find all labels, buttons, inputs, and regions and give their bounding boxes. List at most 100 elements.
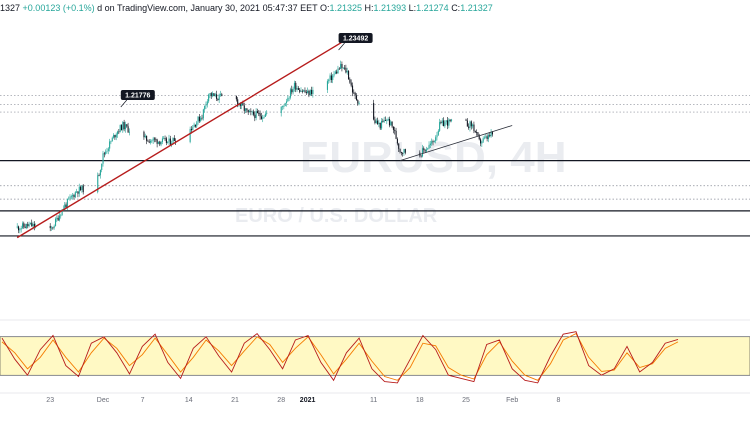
candle-body-257 [487, 135, 490, 139]
candle-body-62 [124, 124, 127, 130]
candle-body-32 [72, 195, 74, 197]
candle-body-145 [287, 98, 289, 102]
candle-body-244 [470, 121, 472, 127]
candle-body-106 [209, 93, 211, 95]
x-tick-label-11: 8 [556, 397, 560, 404]
candle-body-83 [165, 138, 167, 143]
price-callout-box-1 [338, 33, 373, 43]
header-low-label: L: [408, 3, 417, 13]
candle-body-114 [219, 94, 222, 96]
candle-body-208 [396, 138, 398, 144]
candle-body-108 [212, 93, 214, 97]
candle-body-164 [312, 89, 314, 95]
candlesticks [16, 60, 493, 234]
candle-body-161 [308, 90, 310, 96]
candle-body-189 [358, 103, 360, 104]
candle-body-40 [82, 185, 84, 193]
candle-body-111 [216, 94, 218, 99]
candle-body-99 [200, 117, 202, 122]
candle-body-2 [19, 229, 21, 231]
candle-body-169 [332, 75, 334, 81]
candle-body-258 [489, 135, 491, 137]
candle-body-194 [378, 122, 380, 125]
chart-header: 1327 +0.00123 (+0.1%) d on TradingView.c… [0, 3, 493, 13]
candle-body-243 [469, 121, 471, 128]
candle-body-242 [468, 126, 470, 128]
candle-body-70 [148, 141, 150, 143]
candle-body-139 [266, 113, 268, 114]
candle-body-45 [102, 153, 104, 164]
candle-body-132 [256, 111, 259, 114]
header-source: d on TradingView.com, January 30, 2021 0… [97, 3, 318, 13]
candle-body-253 [482, 138, 484, 142]
candle-body-85 [168, 138, 170, 142]
candle-body-66 [143, 131, 145, 138]
candle-body-200 [386, 120, 388, 121]
candle-body-22 [58, 215, 61, 221]
candle-body-129 [252, 111, 255, 115]
candle-body-115 [221, 94, 223, 97]
candle-body-131 [255, 111, 257, 119]
candle-body-96 [196, 122, 198, 127]
candle-body-238 [449, 119, 451, 121]
candle-body-31 [70, 196, 72, 198]
candle-body-201 [387, 118, 389, 121]
candle-body-140 [280, 106, 282, 114]
candle-body-49 [107, 148, 109, 151]
header-high-label: H: [364, 3, 374, 13]
x-tick-label-9: 25 [462, 397, 470, 404]
candle-body-28 [66, 198, 68, 208]
header-open-value: 1.21325 [329, 3, 363, 13]
watermark-name: EURO / U.S. DOLLAR [235, 205, 438, 227]
candle-body-184 [351, 85, 354, 93]
candle-body-226 [433, 141, 435, 143]
candle-body-103 [205, 104, 207, 106]
candle-body-148 [291, 89, 293, 93]
candle-body-249 [477, 132, 479, 136]
stoch-band [0, 336, 750, 376]
candle-body-127 [250, 110, 252, 112]
candle-body-81 [163, 138, 165, 140]
candle-body-43 [99, 170, 101, 176]
candle-body-78 [159, 141, 161, 145]
candle-body-5 [23, 223, 25, 227]
candle-body-210 [399, 148, 401, 152]
stoch-k-line [1, 331, 679, 384]
candle-body-157 [303, 90, 305, 92]
candle-body-56 [117, 131, 119, 135]
candle-body-8 [27, 223, 29, 227]
candle-body-198 [383, 120, 385, 122]
candle-body-54 [114, 134, 116, 138]
candle-body-89 [173, 137, 175, 142]
candle-body-251 [480, 139, 482, 144]
candle-body-151 [295, 82, 297, 90]
price-callout-box-0 [120, 90, 155, 100]
candle-body-110 [214, 94, 216, 97]
candle-body-223 [429, 143, 431, 145]
header-high-value: 1.21393 [373, 3, 407, 13]
candle-body-71 [150, 140, 152, 143]
candle-body-252 [481, 141, 483, 144]
candle-body-19 [54, 218, 57, 226]
candle-body-232 [441, 120, 443, 124]
candle-body-44 [101, 163, 103, 171]
candle-body-102 [204, 105, 206, 110]
candle-body-121 [242, 102, 244, 106]
candle-body-37 [78, 186, 80, 194]
candle-body-179 [345, 67, 347, 73]
candle-body-0 [16, 226, 18, 228]
candle-body-155 [300, 90, 302, 92]
candle-body-167 [329, 75, 331, 80]
candle-body-64 [127, 126, 129, 133]
candle-body-218 [423, 148, 425, 151]
candle-body-177 [342, 67, 344, 69]
candle-body-221 [427, 148, 429, 150]
header-close-label: C: [451, 3, 461, 13]
candle-body-47 [105, 151, 107, 155]
candle-body-123 [245, 108, 247, 111]
candle-body-1 [18, 226, 20, 231]
candle-body-95 [194, 124, 196, 127]
candle-body-94 [193, 124, 195, 128]
candle-body-80 [161, 138, 163, 142]
